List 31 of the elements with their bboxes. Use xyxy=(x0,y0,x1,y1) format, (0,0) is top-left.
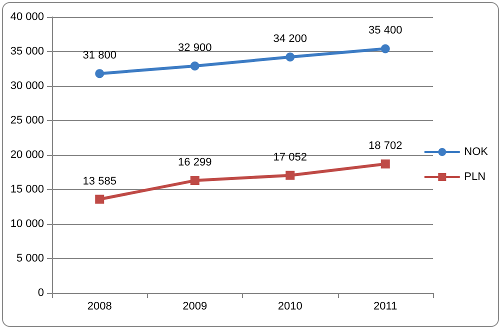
data-label: 16 299 xyxy=(178,156,212,169)
x-tick-label: 2011 xyxy=(374,300,398,312)
data-label: 32 900 xyxy=(178,42,212,54)
y-tick-label: 5 000 xyxy=(16,252,44,264)
data-label: 34 200 xyxy=(273,33,307,46)
y-tick-label: 10 000 xyxy=(10,218,44,230)
y-tick-label: 20 000 xyxy=(10,149,44,161)
point xyxy=(95,194,104,204)
data-label: 18 702 xyxy=(368,140,402,152)
data-label: 31 800 xyxy=(82,50,116,62)
y-tick-label: 15 000 xyxy=(10,184,44,196)
y-tick-label: 35 000 xyxy=(10,46,44,58)
data-label: 17 052 xyxy=(273,151,307,164)
data-label: 35 400 xyxy=(368,24,402,37)
point xyxy=(190,61,200,70)
point xyxy=(380,159,390,168)
point xyxy=(380,44,390,54)
point xyxy=(286,170,295,180)
point xyxy=(95,69,104,78)
data-label: 13 585 xyxy=(82,175,116,188)
y-tick-label: 30 000 xyxy=(10,80,44,92)
legend-label: PLN xyxy=(464,171,486,183)
y-tick-label: 25 000 xyxy=(10,114,44,126)
legend-label: NOK xyxy=(464,146,489,158)
y-tick-label: 40 000 xyxy=(10,11,44,23)
x-tick-label: 2008 xyxy=(87,300,112,312)
point xyxy=(286,52,295,62)
x-tick-label: 2009 xyxy=(182,300,208,312)
point xyxy=(190,176,200,186)
y-tick-label: 0 xyxy=(38,287,44,299)
x-tick-label: 2010 xyxy=(278,300,302,312)
